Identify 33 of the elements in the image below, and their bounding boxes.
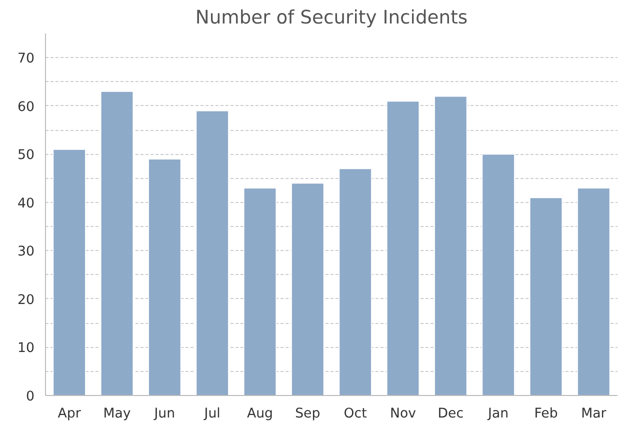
- y-tick-label: 50: [18, 148, 35, 164]
- y-tick-label: 40: [18, 196, 35, 212]
- x-tick-label: Nov: [390, 406, 416, 422]
- bar: [148, 158, 182, 396]
- x-tick-label: Apr: [58, 406, 82, 422]
- bar: [386, 100, 420, 396]
- bar: [243, 187, 277, 396]
- x-tick-label: Sep: [295, 406, 320, 422]
- bar: [529, 197, 563, 396]
- bar: [290, 182, 324, 396]
- bar: [196, 110, 230, 396]
- y-tick-label: 10: [18, 341, 35, 356]
- bar: [100, 90, 134, 396]
- bar: [434, 96, 468, 396]
- y-tick-label: 30: [18, 244, 35, 260]
- x-tick-label: Aug: [246, 406, 274, 422]
- x-tick-label: Feb: [534, 406, 558, 422]
- chart-title: Number of Security Incidents: [195, 8, 468, 28]
- x-tick-label: Mar: [581, 406, 607, 422]
- bar: [338, 168, 372, 396]
- y-tick-label: 20: [18, 292, 35, 308]
- x-tick-label: May: [103, 406, 131, 422]
- bar: [52, 148, 86, 396]
- y-tick-label: 70: [18, 52, 35, 67]
- y-tick-label: 0: [26, 390, 35, 404]
- x-tick-label: Jul: [203, 406, 220, 422]
- x-tick-label: Jun: [153, 406, 176, 422]
- x-tick-label: Oct: [344, 406, 367, 422]
- x-tick-label: Dec: [438, 406, 464, 422]
- bar: [482, 154, 516, 396]
- y-tick-label: 60: [18, 100, 35, 115]
- bar: [576, 187, 610, 396]
- x-tick-label: Jan: [487, 406, 509, 422]
